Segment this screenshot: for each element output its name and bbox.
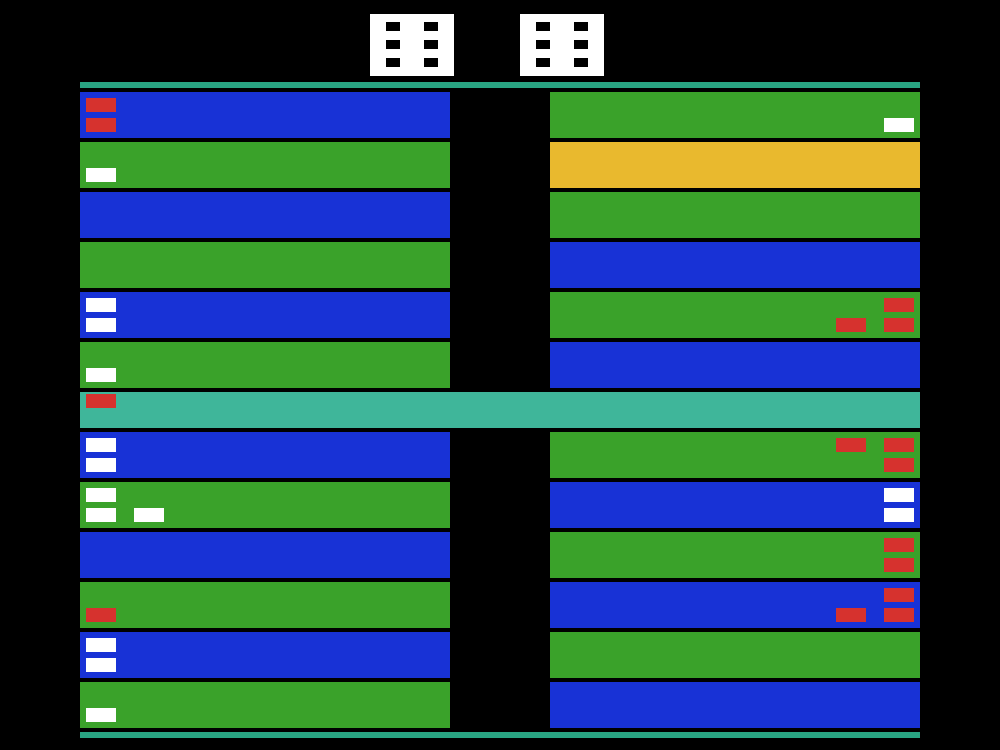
checker-white[interactable] [86, 298, 116, 312]
point-left[interactable] [80, 142, 450, 188]
die-1[interactable] [370, 14, 454, 76]
point-segment [80, 261, 126, 268]
point-segment [80, 551, 126, 558]
checker-red[interactable] [836, 318, 866, 332]
die-pip [424, 22, 438, 31]
board-row-top-5 [80, 342, 920, 388]
point-segment [874, 161, 920, 168]
checker-white[interactable] [86, 368, 116, 382]
point-left[interactable] [80, 682, 450, 728]
checker-white[interactable] [86, 168, 116, 182]
die-pip [424, 40, 438, 49]
point-segment [874, 701, 920, 708]
point-right[interactable] [550, 192, 920, 238]
board-row-bottom-5 [80, 682, 920, 728]
point-right[interactable] [550, 242, 920, 288]
point-right[interactable] [550, 92, 920, 138]
point-right[interactable] [550, 532, 920, 578]
point-right[interactable] [550, 482, 920, 528]
checker-red[interactable] [836, 438, 866, 452]
point-left[interactable] [80, 192, 450, 238]
point-left[interactable] [80, 532, 450, 578]
point-left[interactable] [80, 432, 450, 478]
board-center-bar [80, 392, 920, 428]
die-pip [536, 22, 550, 31]
point-left[interactable] [80, 632, 450, 678]
checker-red[interactable] [884, 438, 914, 452]
die-pip [386, 40, 400, 49]
point-left[interactable] [80, 242, 450, 288]
point-segment [874, 261, 920, 268]
checker-white[interactable] [884, 488, 914, 502]
point-left[interactable] [80, 342, 450, 388]
point-left[interactable] [80, 292, 450, 338]
board-row-top-0 [80, 92, 920, 138]
die-pip [574, 22, 588, 31]
checker-white[interactable] [86, 508, 116, 522]
backgammon-board[interactable] [80, 82, 920, 730]
checker-red[interactable] [884, 588, 914, 602]
die-pip [536, 40, 550, 49]
checker-white[interactable] [134, 508, 164, 522]
board-row-bottom-3 [80, 582, 920, 628]
board-row-bottom-1 [80, 482, 920, 528]
checker-white[interactable] [884, 508, 914, 522]
checker-red[interactable] [884, 298, 914, 312]
point-right[interactable] [550, 632, 920, 678]
checker-red[interactable] [86, 394, 116, 408]
point-segment [874, 361, 920, 368]
point-right[interactable] [550, 342, 920, 388]
point-right[interactable] [550, 142, 920, 188]
checker-white[interactable] [884, 118, 914, 132]
board-row-bottom-4 [80, 632, 920, 678]
checker-white[interactable] [86, 438, 116, 452]
checker-white[interactable] [86, 638, 116, 652]
board-top-border [80, 82, 920, 88]
point-segment [80, 211, 126, 218]
board-row-top-1 [80, 142, 920, 188]
die-pip [424, 58, 438, 67]
checker-white[interactable] [86, 318, 116, 332]
checker-red[interactable] [884, 318, 914, 332]
point-left[interactable] [80, 582, 450, 628]
checker-red[interactable] [86, 118, 116, 132]
point-right[interactable] [550, 682, 920, 728]
die-2[interactable] [520, 14, 604, 76]
checker-red[interactable] [86, 608, 116, 622]
die-pip [386, 22, 400, 31]
board-row-bottom-0 [80, 432, 920, 478]
point-segment [874, 211, 920, 218]
die-pip [536, 58, 550, 67]
checker-white[interactable] [86, 458, 116, 472]
board-bottom-border [80, 732, 920, 738]
die-pip [386, 58, 400, 67]
checker-white[interactable] [86, 658, 116, 672]
checker-red[interactable] [884, 608, 914, 622]
point-segment [874, 651, 920, 658]
board-row-top-4 [80, 292, 920, 338]
checker-white[interactable] [86, 708, 116, 722]
checker-red[interactable] [86, 98, 116, 112]
checker-red[interactable] [884, 538, 914, 552]
board-row-top-3 [80, 242, 920, 288]
point-left[interactable] [80, 92, 450, 138]
checker-white[interactable] [86, 488, 116, 502]
die-pip [574, 58, 588, 67]
die-pip [574, 40, 588, 49]
checker-red[interactable] [836, 608, 866, 622]
checker-red[interactable] [884, 458, 914, 472]
board-row-bottom-2 [80, 532, 920, 578]
checker-red[interactable] [884, 558, 914, 572]
board-row-top-2 [80, 192, 920, 238]
